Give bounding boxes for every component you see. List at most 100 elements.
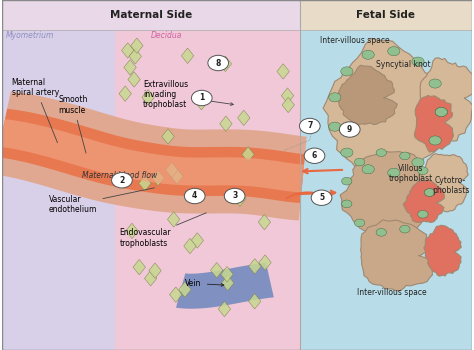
Polygon shape xyxy=(167,212,180,227)
FancyBboxPatch shape xyxy=(115,0,303,350)
Circle shape xyxy=(342,177,352,185)
Text: 2: 2 xyxy=(119,176,125,185)
PathPatch shape xyxy=(0,109,305,203)
Polygon shape xyxy=(162,129,174,144)
Polygon shape xyxy=(170,287,182,302)
Polygon shape xyxy=(210,262,223,278)
Polygon shape xyxy=(170,167,182,183)
Circle shape xyxy=(341,67,353,76)
Text: Endovascular
trophoblasts: Endovascular trophoblasts xyxy=(119,213,206,248)
Polygon shape xyxy=(340,151,431,236)
Text: Vascular
endothelium: Vascular endothelium xyxy=(49,188,155,215)
Text: 9: 9 xyxy=(347,125,352,134)
Circle shape xyxy=(424,189,435,196)
Text: Fetal Side: Fetal Side xyxy=(356,10,415,20)
Text: Maternal Side: Maternal Side xyxy=(110,10,192,20)
Circle shape xyxy=(300,118,320,134)
Text: 4: 4 xyxy=(192,191,197,201)
Circle shape xyxy=(329,122,341,131)
Polygon shape xyxy=(133,259,146,275)
Circle shape xyxy=(435,107,447,117)
FancyBboxPatch shape xyxy=(301,0,472,30)
Circle shape xyxy=(429,79,441,88)
Polygon shape xyxy=(124,60,137,75)
Circle shape xyxy=(376,149,386,156)
Circle shape xyxy=(400,152,410,160)
Polygon shape xyxy=(420,58,474,141)
Polygon shape xyxy=(282,97,294,113)
Polygon shape xyxy=(126,223,138,239)
Circle shape xyxy=(111,173,132,188)
Polygon shape xyxy=(182,48,194,63)
Polygon shape xyxy=(259,255,271,270)
Text: Maternal blood flow: Maternal blood flow xyxy=(82,170,157,180)
Polygon shape xyxy=(165,162,178,178)
Circle shape xyxy=(339,122,360,137)
Circle shape xyxy=(362,50,374,59)
Text: Inter-villous space: Inter-villous space xyxy=(319,36,389,45)
Text: 8: 8 xyxy=(216,58,221,68)
Polygon shape xyxy=(221,267,233,282)
Text: Maternal
spiral artery: Maternal spiral artery xyxy=(11,78,59,143)
Circle shape xyxy=(355,219,365,227)
Polygon shape xyxy=(195,94,208,110)
Text: 6: 6 xyxy=(312,151,317,160)
Polygon shape xyxy=(121,43,134,58)
Circle shape xyxy=(418,210,428,218)
FancyBboxPatch shape xyxy=(301,0,472,350)
Polygon shape xyxy=(337,65,397,125)
PathPatch shape xyxy=(176,263,274,309)
Circle shape xyxy=(435,107,447,117)
Polygon shape xyxy=(131,38,143,53)
Circle shape xyxy=(191,90,212,106)
Polygon shape xyxy=(149,263,161,278)
Polygon shape xyxy=(152,170,164,186)
Polygon shape xyxy=(414,96,454,152)
Text: 3: 3 xyxy=(232,191,237,201)
Polygon shape xyxy=(128,72,140,87)
Circle shape xyxy=(412,57,424,66)
Polygon shape xyxy=(119,86,131,101)
Polygon shape xyxy=(248,294,261,309)
Polygon shape xyxy=(218,301,231,317)
Circle shape xyxy=(184,188,205,204)
Text: Myometrium: Myometrium xyxy=(6,30,55,40)
Circle shape xyxy=(418,167,428,175)
Circle shape xyxy=(304,148,325,163)
Text: Cytotro-
phoblasts: Cytotro- phoblasts xyxy=(432,176,469,195)
Circle shape xyxy=(208,55,228,71)
Text: Inter-villous space: Inter-villous space xyxy=(357,288,427,297)
PathPatch shape xyxy=(0,119,304,192)
Circle shape xyxy=(429,136,441,145)
Polygon shape xyxy=(258,215,271,230)
Polygon shape xyxy=(142,90,155,105)
Polygon shape xyxy=(234,191,246,206)
Circle shape xyxy=(400,225,410,233)
FancyBboxPatch shape xyxy=(2,0,301,30)
PathPatch shape xyxy=(0,91,307,220)
Text: Extravillous
invading
trophoblast: Extravillous invading trophoblast xyxy=(143,79,233,110)
Polygon shape xyxy=(403,180,444,222)
Text: Decidua: Decidua xyxy=(151,30,182,40)
Polygon shape xyxy=(139,176,151,191)
Polygon shape xyxy=(249,259,261,274)
Circle shape xyxy=(342,200,352,208)
Circle shape xyxy=(329,93,341,102)
Polygon shape xyxy=(179,282,191,297)
Polygon shape xyxy=(323,38,445,172)
Polygon shape xyxy=(419,154,468,212)
Text: Syncytial knot: Syncytial knot xyxy=(376,60,431,69)
Polygon shape xyxy=(145,271,157,286)
Polygon shape xyxy=(219,56,232,72)
Polygon shape xyxy=(237,110,250,126)
Text: Smooth
muscle: Smooth muscle xyxy=(58,95,88,153)
Circle shape xyxy=(388,47,400,56)
Polygon shape xyxy=(277,64,289,79)
Circle shape xyxy=(424,189,435,196)
Polygon shape xyxy=(424,225,461,276)
Circle shape xyxy=(355,158,365,166)
Text: 1: 1 xyxy=(199,93,204,103)
FancyBboxPatch shape xyxy=(2,0,115,350)
Text: 5: 5 xyxy=(319,193,324,202)
Polygon shape xyxy=(184,238,196,254)
